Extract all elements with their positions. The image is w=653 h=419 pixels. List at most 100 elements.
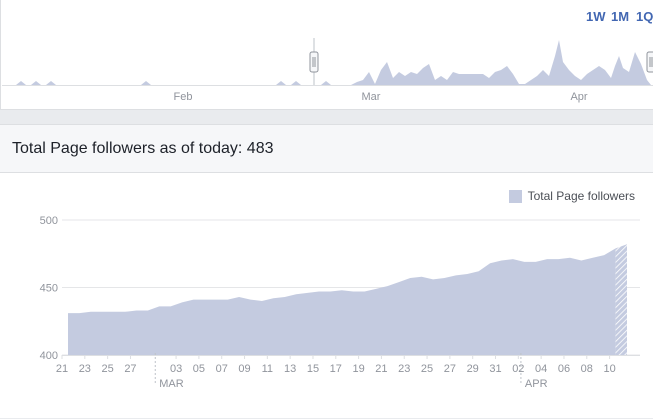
data-point[interactable] [350,289,356,295]
data-point[interactable] [613,245,619,251]
x-tick-label: 15 [307,363,319,375]
y-tick-label: 400 [40,350,58,362]
x-tick-label: 03 [170,363,182,375]
x-tick-label: 02 [512,363,524,375]
x-tick-label: 27 [124,363,136,375]
data-point[interactable] [419,274,425,280]
x-tick-label: 17 [330,363,342,375]
data-point[interactable] [487,260,493,266]
data-point[interactable] [111,309,117,315]
data-point[interactable] [259,298,265,304]
followers-section: Total Page followers as of today: 483 40… [0,124,653,418]
navigator-bump [16,81,26,85]
data-point[interactable] [441,275,447,281]
navigator-left-handle[interactable] [309,51,319,73]
legend-swatch [508,189,522,203]
x-tick-label: 23 [79,363,91,375]
followers-area-chart[interactable]: 400 450 500 21 23 25 27 03 05 07 09 11 13 15 17 19 21 23 2… [0,125,653,419]
followers-area-partial [615,244,627,355]
navigator-chart[interactable]: Feb Mar Apr [1,0,653,110]
data-point[interactable] [88,309,94,315]
x-tick-label: 25 [421,363,433,375]
data-point[interactable] [430,276,436,282]
data-point[interactable] [407,275,413,281]
navigator-month-label: Apr [570,91,587,103]
legend-label: Total Page followers [527,189,635,203]
x-tick-label: 05 [193,363,205,375]
navigator-month-label: Feb [174,91,193,103]
chart-legend: Total Page followers [508,189,635,203]
data-point[interactable] [225,297,231,303]
navigator-bump [321,81,331,85]
data-point[interactable] [145,307,151,313]
data-point[interactable] [122,309,128,315]
data-point[interactable] [270,295,276,301]
range-1m-button[interactable]: 1M [611,9,630,24]
x-tick-label: 25 [102,363,114,375]
x-tick-label: 08 [581,363,593,375]
month-label: APR [525,378,548,390]
data-point[interactable] [556,256,562,262]
data-point[interactable] [339,287,345,293]
navigator-bump [46,81,56,85]
x-tick-label: 07 [216,363,228,375]
x-tick-label: 10 [603,363,615,375]
data-point[interactable] [293,291,299,297]
data-point[interactable] [567,255,573,261]
data-point[interactable] [476,268,482,274]
data-point[interactable] [521,259,527,265]
data-point[interactable] [601,252,607,258]
x-tick-label: 04 [535,363,547,375]
data-point[interactable] [190,297,196,303]
data-point[interactable] [590,255,596,261]
x-tick-label: 11 [262,363,273,375]
data-point[interactable] [179,299,185,305]
navigator-month-label: Mar [362,91,381,103]
data-point[interactable] [510,256,516,262]
data-point[interactable] [327,289,333,295]
data-point[interactable] [544,256,550,262]
data-point[interactable] [316,289,322,295]
data-point[interactable] [578,258,584,264]
data-point[interactable] [396,279,402,285]
data-point[interactable] [168,303,174,309]
x-tick-label: 27 [444,363,456,375]
x-tick-label: 21 [56,363,68,375]
data-point[interactable] [624,241,630,247]
range-1q-button[interactable]: 1Q [636,9,653,24]
followers-area [68,248,616,355]
data-point[interactable] [65,310,71,316]
data-point[interactable] [236,294,242,300]
data-point[interactable] [362,289,368,295]
data-point[interactable] [373,286,379,292]
x-tick-label: 06 [558,363,570,375]
data-point[interactable] [248,297,254,303]
data-point[interactable] [202,297,208,303]
x-tick-label: 19 [352,363,364,375]
navigator-bump [31,81,41,85]
x-tick-label: 29 [467,363,479,375]
data-point[interactable] [305,290,311,296]
x-tick-label: 09 [238,363,250,375]
data-point[interactable] [282,294,288,300]
navigator-area [351,40,651,85]
data-point[interactable] [133,307,139,313]
data-point[interactable] [453,272,459,278]
data-point[interactable] [76,310,82,316]
x-tick-label: 13 [284,363,296,375]
x-tick-label: 23 [398,363,410,375]
data-point[interactable] [499,258,505,264]
x-tick-label: 21 [375,363,387,375]
month-label: MAR [159,378,184,390]
data-point[interactable] [156,303,162,309]
data-point[interactable] [384,283,390,289]
section-header: Total Page followers as of today: 483 [0,125,653,173]
range-1w-button[interactable]: 1W [586,9,606,24]
navigator-bump [276,81,286,85]
data-point[interactable] [99,309,105,315]
y-tick-label: 450 [40,283,58,295]
data-point[interactable] [213,297,219,303]
data-point[interactable] [533,259,539,265]
navigator-bump [141,81,151,85]
data-point[interactable] [464,271,470,277]
